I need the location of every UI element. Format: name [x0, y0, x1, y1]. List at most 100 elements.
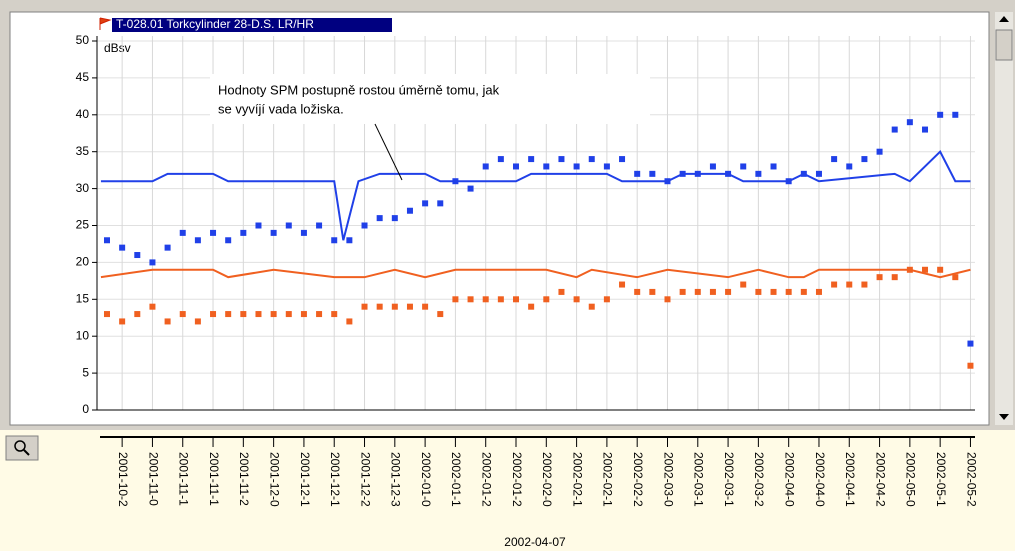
y-tick-label: 35: [76, 144, 90, 158]
point: [270, 311, 277, 318]
point: [785, 178, 792, 185]
x-tick-label: 2002-04-1: [843, 452, 857, 507]
annotation-pointer: [374, 123, 403, 181]
annotation-box: [210, 74, 650, 124]
x-tick-label: 2002-04-0: [783, 452, 797, 507]
title-highlight: [112, 18, 392, 32]
x-tick-label: 2002-01-1: [449, 452, 463, 507]
point: [922, 126, 929, 133]
point: [846, 163, 853, 170]
x-tick-label: 2002-01-2: [510, 452, 524, 507]
point: [725, 288, 732, 295]
point: [937, 111, 944, 118]
point: [619, 156, 626, 163]
y-tick-label: 0: [82, 402, 89, 416]
point: [149, 303, 156, 310]
x-tick-label: 2002-04-2: [873, 452, 887, 507]
x-tick-label: 2001-12-0: [267, 452, 281, 507]
flag-icon: [99, 17, 112, 30]
point: [815, 288, 822, 295]
point: [800, 288, 807, 295]
point: [391, 215, 398, 222]
point: [467, 296, 474, 303]
point: [967, 362, 974, 369]
x-tick-label: 2001-12-2: [358, 452, 372, 507]
point: [543, 163, 550, 170]
point: [406, 303, 413, 310]
point: [649, 170, 656, 177]
point: [679, 288, 686, 295]
x-tick-label: 2002-03-0: [661, 452, 675, 507]
y-tick-label: 45: [76, 70, 90, 84]
point: [679, 170, 686, 177]
point: [331, 311, 338, 318]
x-tick-label: 2002-02-2: [631, 452, 645, 507]
y-tick-label: 30: [76, 181, 90, 195]
point: [755, 288, 762, 295]
point: [906, 119, 913, 126]
point: [210, 229, 217, 236]
annotation-line: se vyvíjí vada ložiska.: [218, 101, 344, 116]
x-tick-label: 2001-10-2: [116, 452, 130, 507]
scroll-thumb[interactable]: [995, 29, 1013, 61]
point: [149, 259, 156, 266]
point: [573, 296, 580, 303]
point: [770, 163, 777, 170]
point: [634, 170, 641, 177]
point: [664, 296, 671, 303]
y-tick-label: 40: [76, 107, 90, 121]
scrollbar[interactable]: [995, 12, 1013, 425]
point: [603, 163, 610, 170]
zoom-button[interactable]: [5, 435, 39, 461]
point: [179, 311, 186, 318]
point: [558, 156, 565, 163]
y-tick-label: 5: [82, 365, 89, 379]
x-tick-label: 2002-02-1: [570, 452, 584, 507]
point: [134, 311, 141, 318]
y-tick-label: 10: [76, 328, 90, 342]
point: [422, 200, 429, 207]
point: [725, 170, 732, 177]
point: [528, 303, 535, 310]
point: [225, 311, 232, 318]
point: [497, 296, 504, 303]
point: [346, 237, 353, 244]
point: [210, 311, 217, 318]
point: [831, 281, 838, 288]
x-tick-label: 2002-05-1: [934, 452, 948, 507]
point: [422, 303, 429, 310]
point: [815, 170, 822, 177]
x-tick-label: 2001-11-0: [146, 452, 160, 506]
series-line: [100, 150, 971, 241]
point: [876, 274, 883, 281]
x-tick-label: 2002-02-1: [601, 452, 615, 507]
point: [225, 237, 232, 244]
point: [513, 296, 520, 303]
point: [846, 281, 853, 288]
point: [255, 222, 262, 229]
point: [240, 311, 247, 318]
point: [891, 126, 898, 133]
annotation-line: Hodnoty SPM postupně rostou úměrně tomu,…: [218, 82, 500, 97]
point: [346, 318, 353, 325]
point: [103, 237, 110, 244]
point: [558, 288, 565, 295]
point: [300, 229, 307, 236]
timeline-panel: [0, 430, 1015, 551]
point: [694, 170, 701, 177]
point: [785, 288, 792, 295]
point: [770, 288, 777, 295]
point: [164, 244, 171, 251]
x-tick-label: 2002-03-1: [722, 452, 736, 507]
point: [937, 266, 944, 273]
point: [194, 318, 201, 325]
x-tick-label: 2001-12-1: [298, 452, 312, 507]
point: [513, 163, 520, 170]
point: [285, 311, 292, 318]
point: [316, 222, 323, 229]
zoom-icon-handle: [23, 449, 30, 456]
point: [497, 156, 504, 163]
y-tick-label: 50: [76, 33, 90, 47]
point: [603, 296, 610, 303]
